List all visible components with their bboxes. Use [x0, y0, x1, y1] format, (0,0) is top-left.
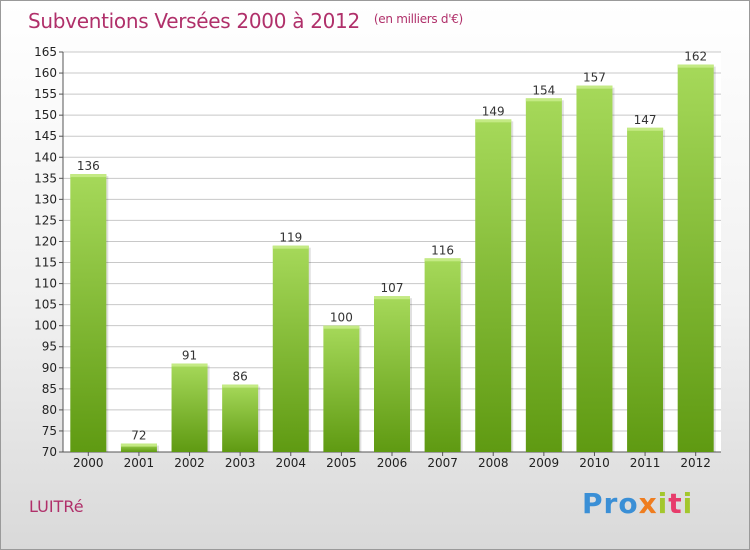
bar-highlight — [323, 325, 360, 329]
x-tick-label: 2006 — [377, 456, 408, 470]
data-label: 136 — [77, 159, 100, 173]
bar-highlight — [171, 363, 208, 367]
data-label: 149 — [482, 104, 505, 118]
x-tick-label: 2000 — [73, 456, 104, 470]
chart-title-text: Subventions Versées 2000 à 2012 — [28, 9, 360, 33]
x-tick-label: 2003 — [225, 456, 256, 470]
bar-2004 — [272, 245, 309, 452]
y-tick-label: 70 — [42, 445, 57, 459]
y-tick-label: 100 — [34, 319, 57, 333]
bar-2011 — [627, 127, 664, 452]
x-tick-label: 2008 — [478, 456, 509, 470]
data-label: 86 — [233, 370, 248, 384]
chart-title: Subventions Versées 2000 à 2012 (en milli… — [28, 9, 463, 33]
bar-2009 — [525, 98, 562, 452]
y-tick-label: 115 — [34, 256, 57, 270]
bar-2000 — [70, 174, 107, 452]
bar-2003 — [222, 384, 259, 452]
data-label: 91 — [182, 349, 197, 363]
y-tick-label: 80 — [42, 403, 57, 417]
data-label: 157 — [583, 71, 606, 85]
y-tick-label: 150 — [34, 108, 57, 122]
bar-2008 — [475, 119, 512, 453]
x-tick-label: 2005 — [326, 456, 357, 470]
y-tick-label: 140 — [34, 150, 57, 164]
y-tick-label: 110 — [34, 277, 57, 291]
bar-highlight — [525, 98, 562, 102]
bar-2010 — [576, 85, 613, 453]
data-label: 107 — [381, 281, 404, 295]
y-tick-label: 155 — [34, 87, 57, 101]
bar-highlight — [576, 85, 613, 89]
data-label: 100 — [330, 311, 353, 325]
bar-highlight — [475, 119, 512, 123]
bar-highlight — [374, 296, 410, 300]
y-tick-label: 145 — [34, 129, 57, 143]
y-tick-label: 120 — [34, 234, 57, 248]
data-label: 116 — [431, 243, 454, 257]
bar-highlight — [70, 174, 107, 178]
proxiti-logo: Proxiti — [582, 487, 694, 520]
bar-2012 — [677, 64, 714, 452]
data-label: 119 — [279, 231, 302, 245]
y-tick-label: 75 — [42, 424, 57, 438]
bar-highlight — [677, 64, 714, 68]
x-tick-label: 2010 — [579, 456, 610, 470]
y-tick-label: 165 — [34, 45, 57, 59]
bar-highlight — [272, 245, 309, 249]
x-tick-label: 2009 — [529, 456, 560, 470]
y-tick-label: 95 — [42, 340, 57, 354]
bar-2006 — [374, 296, 410, 452]
x-tick-label: 2011 — [630, 456, 661, 470]
x-tick-label: 2004 — [275, 456, 306, 470]
data-label: 147 — [634, 113, 657, 127]
y-tick-label: 90 — [42, 361, 57, 375]
bar-highlight — [424, 258, 461, 262]
y-tick-label: 85 — [42, 382, 57, 396]
bar-highlight — [627, 127, 664, 131]
y-tick-label: 130 — [34, 192, 57, 206]
x-tick-label: 2002 — [174, 456, 205, 470]
data-label: 162 — [684, 50, 707, 64]
y-tick-label: 135 — [34, 171, 57, 185]
bar-highlight — [222, 384, 259, 388]
data-label: 154 — [532, 83, 555, 97]
commune-name: LUITRé — [29, 497, 84, 516]
y-tick-label: 160 — [34, 66, 57, 80]
bar-2007 — [424, 258, 461, 452]
x-tick-label: 2012 — [680, 456, 711, 470]
bar-2002 — [171, 363, 208, 452]
chart-unit: (en milliers d'€) — [373, 12, 463, 26]
bar-2001 — [120, 443, 157, 452]
bar-2005 — [323, 325, 360, 452]
x-tick-label: 2001 — [124, 456, 155, 470]
x-tick-label: 2007 — [427, 456, 458, 470]
data-label: 72 — [131, 429, 146, 443]
y-tick-label: 105 — [34, 298, 57, 312]
y-tick-label: 125 — [34, 213, 57, 227]
bar-highlight — [120, 443, 157, 447]
